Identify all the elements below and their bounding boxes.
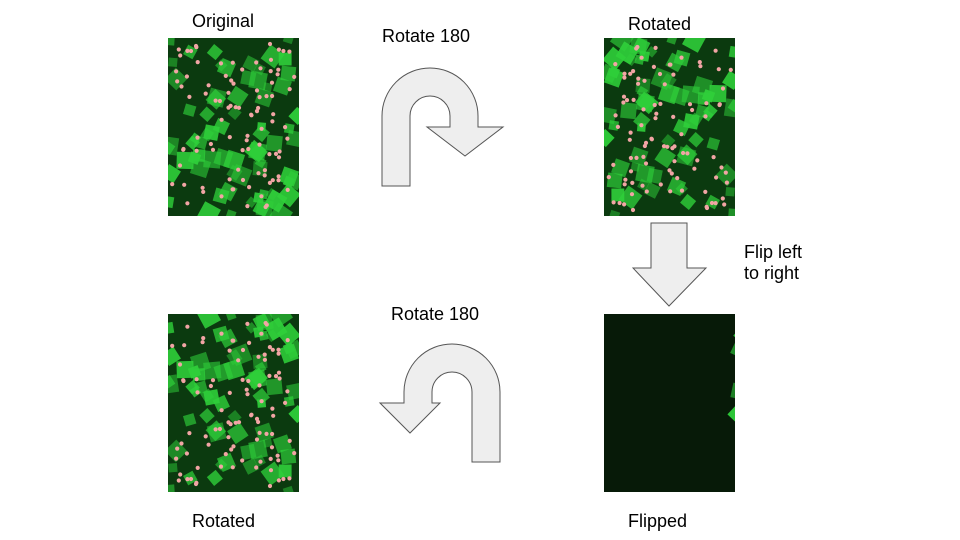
label-rotated-bottom: Rotated [192,511,256,531]
u-turn-arrow-icon [381,67,505,187]
label-original: Original [192,11,255,31]
cell-image-flipped [727,322,735,424]
label-rotate-bottom: Rotate 180 [391,304,480,324]
panel-flipped [604,314,735,492]
panel-original [168,38,299,216]
label-flip: Flip left to right [744,242,802,284]
down-arrow-icon [632,222,708,307]
cell-image-rotated [604,38,735,216]
cell-image-rotated-again [168,314,299,492]
label-flipped: Flipped [628,511,688,531]
label-rotated-top: Rotated [628,14,692,34]
label-flip-line2: to right [744,263,800,283]
panel-rotated-top [604,38,735,216]
u-turn-arrow-left-icon [378,343,501,463]
cell-image-original [168,38,299,216]
label-rotate-top: Rotate 180 [382,26,471,46]
panel-rotated-bottom [168,314,299,492]
label-flip-line1: Flip left [744,242,803,262]
